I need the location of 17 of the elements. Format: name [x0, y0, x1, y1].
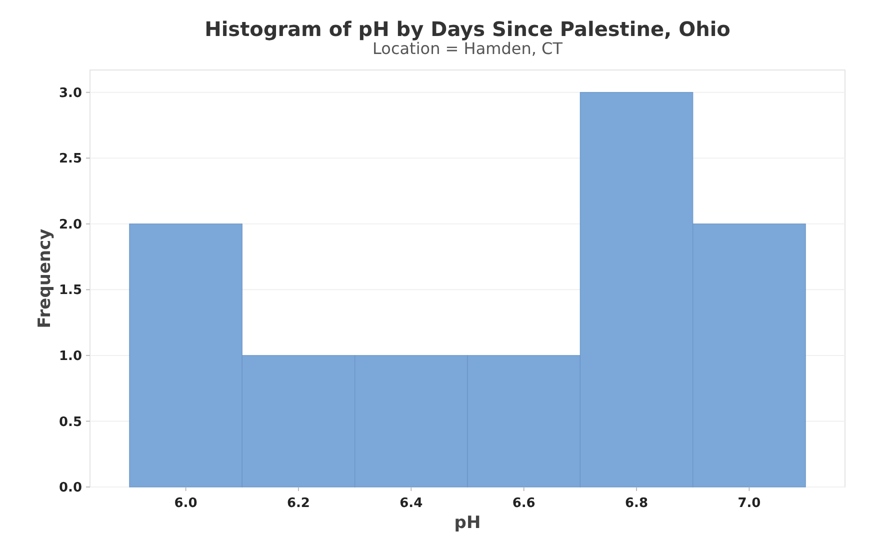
y-tick-label: 2.5 — [58, 152, 82, 167]
x-tick-label: 6.6 — [512, 496, 536, 511]
y-tick-label: 1.5 — [58, 283, 82, 298]
x-tick-label: 6.2 — [286, 496, 310, 511]
y-tick-label: 0.0 — [58, 480, 82, 496]
y-tick-label: 3.0 — [58, 86, 82, 101]
y-axis-title: Frequency — [35, 228, 55, 328]
y-tick-label: 1.0 — [58, 349, 82, 364]
chart-title: Histogram of pH by Days Since Palestine, Ohio — [204, 17, 730, 41]
x-axis-title: pH — [454, 513, 481, 533]
y-tick-label: 0.5 — [58, 414, 82, 430]
x-tick-label: 6.4 — [400, 496, 423, 511]
x-tick-label: 6.8 — [625, 496, 648, 511]
chart-subtitle: Location = Hamden, CT — [372, 39, 563, 58]
x-tick-label: 6.0 — [174, 496, 198, 511]
y-tick-label: 2.0 — [58, 217, 82, 232]
x-tick-label: 7.0 — [738, 496, 761, 511]
